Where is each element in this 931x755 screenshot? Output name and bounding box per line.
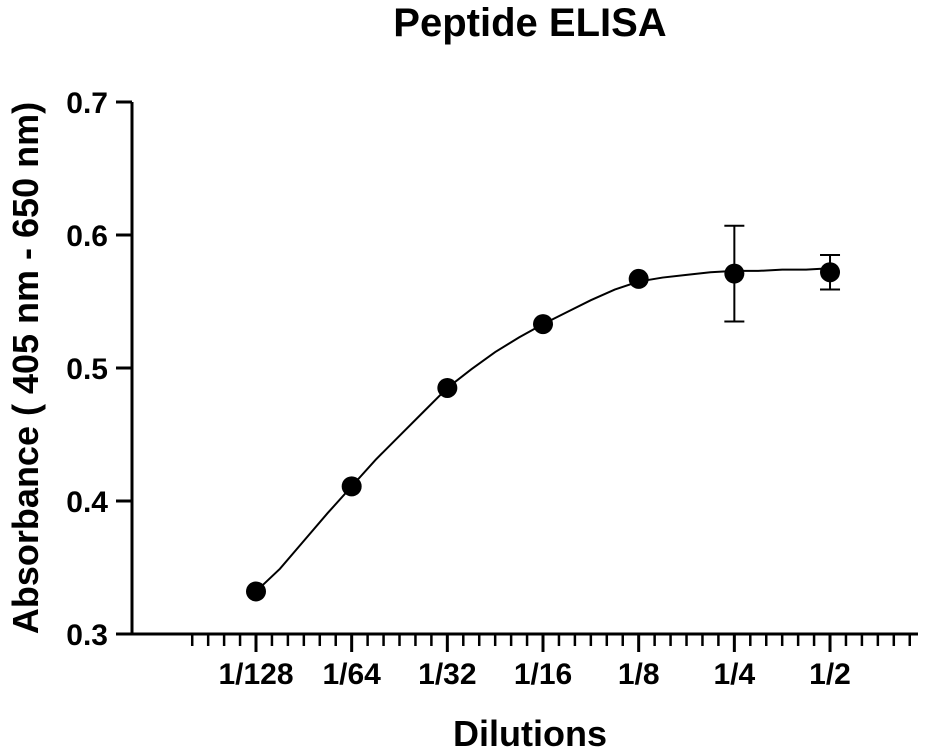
- x-axis-label: Dilutions: [453, 713, 607, 754]
- x-tick-label: 1/128: [218, 658, 293, 691]
- data-points: [246, 262, 841, 602]
- y-ticks: 0.3 0.4 0.5 0.6 0.7: [66, 87, 132, 652]
- x-tick-label: 1/8: [618, 658, 660, 691]
- y-axis-label: Absorbance ( 405 nm - 650 nm): [5, 102, 46, 634]
- x-minor-ticks: [190, 634, 911, 646]
- y-tick-label: 0.3: [66, 619, 108, 652]
- chart-title: Peptide ELISA: [393, 1, 666, 45]
- data-point: [628, 268, 649, 289]
- data-point: [437, 377, 458, 398]
- y-tick-label: 0.4: [66, 486, 108, 519]
- y-tick-label: 0.6: [66, 220, 108, 253]
- data-point: [820, 262, 841, 283]
- x-tick-label: 1/16: [514, 658, 572, 691]
- y-tick-label: 0.5: [66, 353, 108, 386]
- x-tick-label: 1/4: [713, 658, 755, 691]
- x-ticks: 1/128 1/64 1/32 1/16 1/8 1/4 1/2: [218, 634, 851, 691]
- y-tick-label: 0.7: [66, 87, 108, 120]
- x-tick-label: 1/2: [809, 658, 851, 691]
- x-tick-label: 1/64: [322, 658, 381, 691]
- data-point: [341, 476, 362, 497]
- data-point: [246, 581, 266, 602]
- data-point: [533, 314, 554, 335]
- x-tick-label: 1/32: [418, 658, 476, 691]
- data-point: [724, 263, 745, 284]
